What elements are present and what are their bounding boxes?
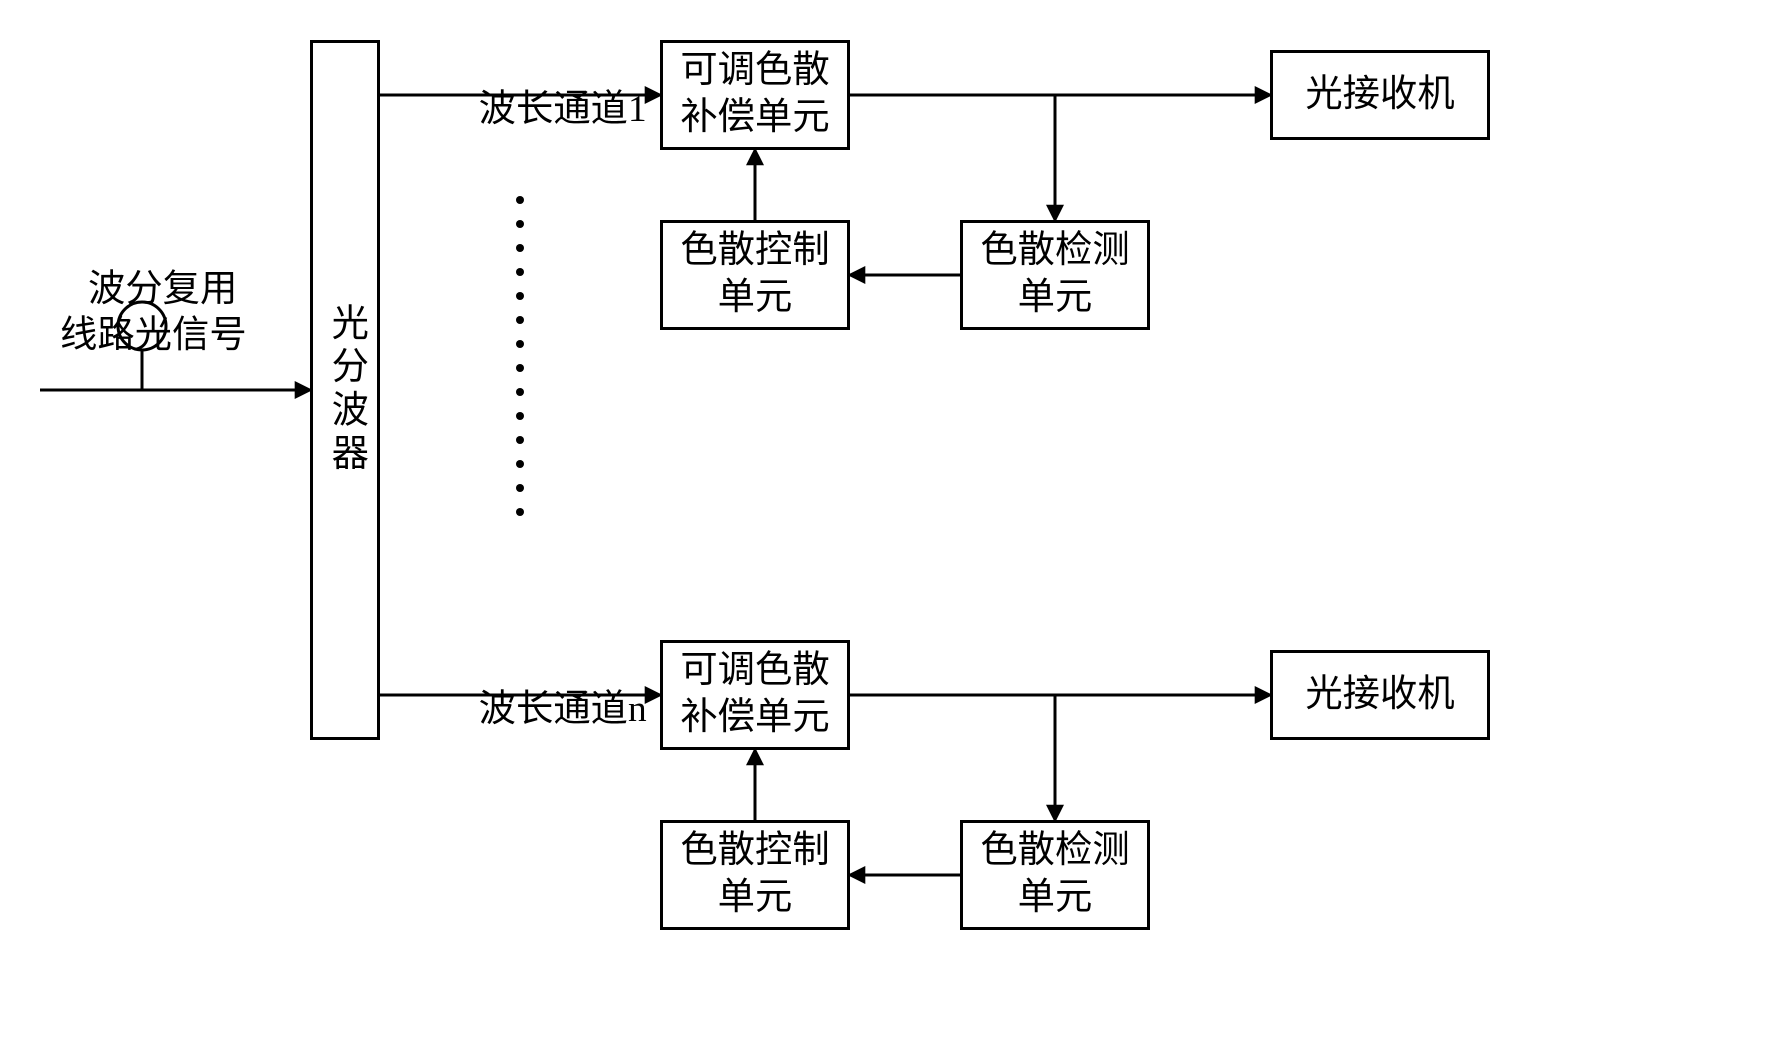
receiver-label-bottom: 光接收机 xyxy=(1305,672,1454,719)
connections-layer xyxy=(0,0,1785,1056)
compensator-label-bottom: 可调色散补偿单元 xyxy=(680,648,829,741)
optical-demultiplexer-box: 光分波器 xyxy=(310,40,380,740)
dispersion-detection-unit-bottom: 色散检测单元 xyxy=(960,820,1150,930)
tunable-dispersion-compensation-unit-top: 可调色散补偿单元 xyxy=(660,40,850,150)
receiver-label-top: 光接收机 xyxy=(1305,72,1454,119)
wavelength-channel-n-label: 波长通道n xyxy=(460,640,647,733)
input-signal-label: 波分复用线路光信号 xyxy=(60,220,247,360)
dispersion-control-unit-top: 色散控制单元 xyxy=(660,220,850,330)
dispersion-detection-unit-top: 色散检测单元 xyxy=(960,220,1150,330)
compensator-label-top: 可调色散补偿单元 xyxy=(680,48,829,141)
optical-receiver-bottom: 光接收机 xyxy=(1270,650,1490,740)
detection-label-top: 色散检测单元 xyxy=(980,228,1129,321)
optical-receiver-top: 光接收机 xyxy=(1270,50,1490,140)
channel-ellipsis-icon xyxy=(516,196,524,516)
dispersion-control-unit-bottom: 色散控制单元 xyxy=(660,820,850,930)
tunable-dispersion-compensation-unit-bottom: 可调色散补偿单元 xyxy=(660,640,850,750)
control-label-bottom: 色散控制单元 xyxy=(680,828,829,921)
demux-label: 光分波器 xyxy=(322,303,369,476)
wavelength-channel-1-label: 波长通道1 xyxy=(460,40,647,133)
detection-label-bottom: 色散检测单元 xyxy=(980,828,1129,921)
control-label-top: 色散控制单元 xyxy=(680,228,829,321)
